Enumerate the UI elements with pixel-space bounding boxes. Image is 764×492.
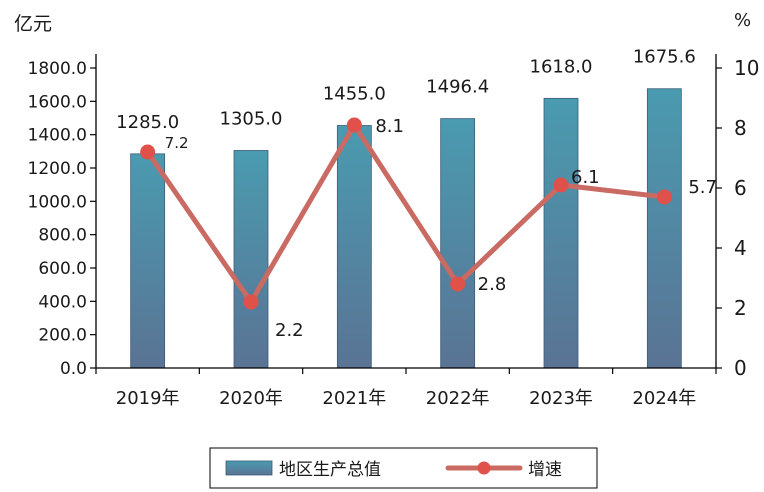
right-tick-label: 10 [734,56,759,80]
x-tick-label: 2022年 [426,388,490,409]
right-tick-label: 2 [734,296,747,320]
right-tick-label: 8 [734,116,747,140]
growth-value-label: 7.2 [165,134,189,152]
left-tick-label: 400.0 [38,292,87,312]
x-tick-label: 2024年 [632,388,696,409]
left-tick-label: 1600.0 [28,92,87,112]
growth-point [243,294,259,310]
bar [233,150,269,369]
growth-value-label: 5.7 [688,177,717,198]
bar [543,97,579,369]
growth-line [145,122,665,305]
left-tick-label: 200.0 [38,326,87,346]
left-tick-label: 1400.0 [28,126,87,146]
left-tick-label: 800.0 [38,226,87,246]
bar-value-label: 1455.0 [323,84,386,105]
legend-line-marker [477,461,491,475]
x-tick-label: 2020年 [219,388,283,409]
growth-point [140,144,156,160]
right-tick-label: 4 [734,236,747,260]
bar [130,153,166,369]
bar-value-label: 1496.4 [426,77,489,98]
growth-value-label: 2.2 [275,320,304,341]
x-tick-label: 2021年 [322,388,386,409]
bar-value-label: 1285.0 [116,112,179,133]
legend: 地区生产总值 增速 [209,447,598,489]
legend-line-label: 增速 [528,460,562,480]
right-tick-label: 0 [734,356,747,380]
growth-value-label: 8.1 [375,116,404,137]
left-tick-label: 1800.0 [28,59,87,79]
bar-value-label: 1618.0 [530,56,593,77]
x-tick-label: 2019年 [116,388,180,409]
right-axis-unit: % [734,10,751,31]
growth-point [346,117,362,133]
left-tick-label: 0.0 [60,359,87,379]
x-tick-label: 2023年 [529,388,593,409]
bar-value-label: 1675.6 [633,47,696,68]
bar [646,88,682,369]
bar [440,118,476,369]
bar [336,125,372,369]
legend-box [209,447,598,489]
growth-point [656,189,672,205]
left-axis-unit: 亿元 [14,13,52,35]
legend-bar-swatch [225,460,273,476]
growth-point [553,177,569,193]
left-tick-label: 600.0 [38,259,87,279]
left-tick-label: 1200.0 [28,159,87,179]
right-tick-label: 6 [734,176,747,200]
bar-value-label: 1305.0 [220,109,283,130]
growth-point [450,276,466,292]
growth-value-label: 6.1 [571,167,600,188]
left-tick-label: 1000.0 [28,192,87,212]
growth-value-label: 2.8 [478,274,507,295]
legend-bar-label: 地区生产总值 [279,460,381,480]
